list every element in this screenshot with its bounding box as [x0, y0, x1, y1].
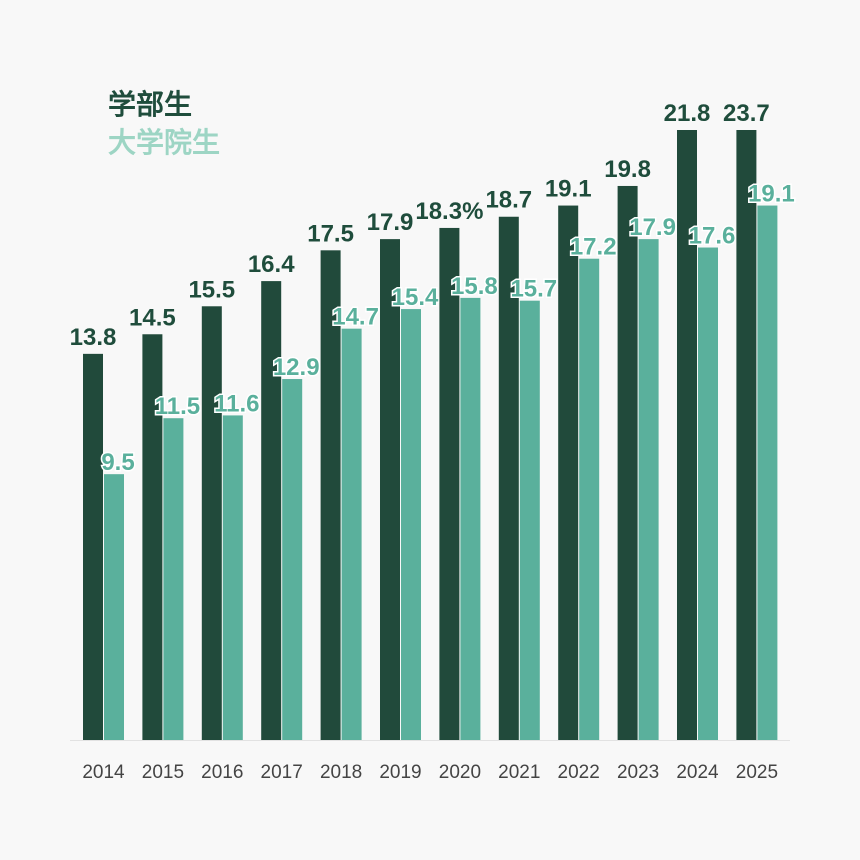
bar-undergraduate-2020 [439, 227, 460, 740]
value-label: 13.8 [70, 324, 117, 351]
bar-graduate-2018 [341, 328, 362, 740]
bar-graduate-2015 [163, 418, 184, 740]
bar-graduate-2017 [282, 379, 303, 740]
value-label: 18.7 [485, 187, 532, 214]
value-label: 19.8 [604, 156, 651, 183]
bar-undergraduate-2022 [558, 205, 579, 740]
x-tick-label: 2025 [736, 762, 778, 783]
bar-undergraduate-2019 [380, 239, 400, 741]
legend: 学部生 大学院生 [108, 86, 220, 162]
bar-undergraduate-2014 [83, 353, 103, 740]
bar-graduate-2016 [222, 415, 243, 740]
bar-undergraduate-2021 [498, 216, 519, 741]
x-tick-label: 2017 [261, 762, 303, 783]
x-tick-label: 2014 [82, 762, 125, 783]
bar-graduate-2014 [104, 474, 124, 740]
bar-graduate-2022 [579, 258, 600, 740]
x-tick-label: 2019 [379, 762, 421, 783]
value-label: 19.1 [545, 176, 592, 203]
x-tick-label: 2016 [201, 762, 243, 783]
bar-undergraduate-2024 [677, 130, 697, 740]
bar-undergraduate-2018 [320, 250, 341, 740]
value-label: 16.4 [248, 251, 295, 278]
bar-graduate-2023 [638, 239, 659, 741]
bar-undergraduate-2015 [142, 334, 163, 740]
value-label: 15.7 [510, 276, 557, 303]
bar-graduate-2020 [460, 297, 481, 740]
bar-graduate-2019 [401, 309, 421, 740]
value-label: 21.8 [664, 100, 711, 127]
bar-undergraduate-2016 [201, 306, 222, 740]
x-tick-label: 2018 [320, 762, 362, 783]
value-label: 19.1 [748, 181, 795, 208]
value-label: 17.2 [570, 234, 617, 261]
value-label: 15.4 [392, 284, 439, 311]
value-label: 17.9 [629, 214, 676, 241]
value-label: 14.5 [129, 304, 176, 331]
bar-undergraduate-2017 [261, 281, 282, 740]
x-tick-label: 2022 [558, 762, 600, 783]
value-label: 17.5 [307, 220, 354, 247]
x-tick-label: 2021 [498, 762, 540, 783]
value-label: 12.9 [273, 354, 320, 381]
bar-graduate-2021 [519, 300, 540, 740]
value-label: 18.3% [415, 198, 483, 225]
value-label: 11.6 [214, 390, 259, 417]
value-label: 15.5 [188, 276, 235, 303]
value-label: 17.9 [367, 209, 414, 236]
legend-item-undergraduate: 学部生 [108, 88, 193, 121]
value-label: 14.7 [332, 304, 379, 331]
value-label: 23.7 [723, 100, 770, 127]
bar-undergraduate-2023 [617, 185, 638, 740]
x-tick-label: 2023 [617, 762, 659, 783]
value-label: 17.6 [689, 223, 736, 250]
value-label: 15.8 [451, 273, 498, 300]
value-label: 9.5 [101, 449, 134, 476]
x-tick-label: 2015 [142, 762, 184, 783]
bar-undergraduate-2025 [736, 130, 757, 740]
x-tick-label: 2020 [439, 762, 481, 783]
legend-item-graduate: 大学院生 [108, 126, 221, 159]
value-label: 11.5 [155, 393, 200, 420]
bar-graduate-2024 [698, 247, 718, 740]
x-tick-label: 2024 [676, 762, 719, 783]
bar-graduate-2025 [757, 205, 778, 740]
